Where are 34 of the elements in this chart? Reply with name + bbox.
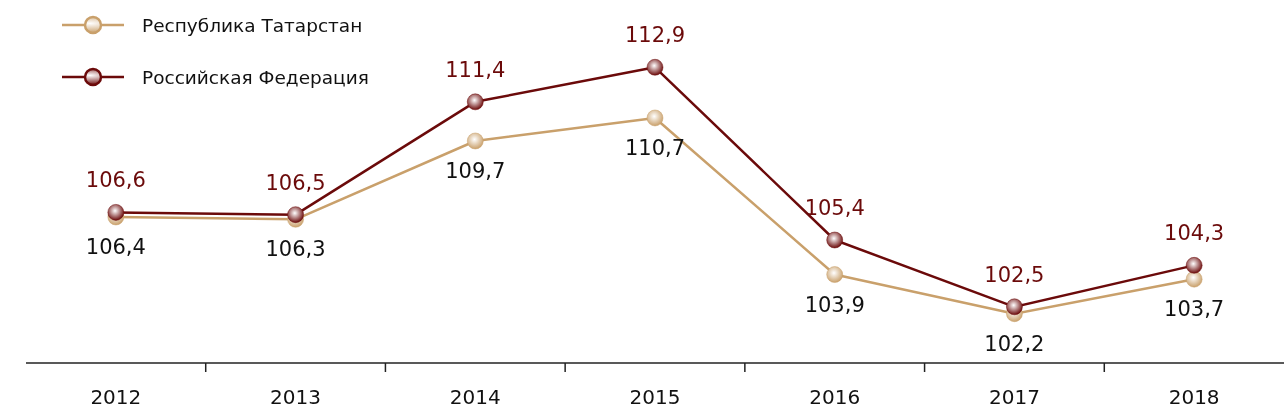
x-tick-label: 2012 xyxy=(90,384,142,409)
point xyxy=(1006,298,1023,316)
legend-label: Республика Татарстан xyxy=(142,14,363,36)
data-label: 102,5 xyxy=(984,262,1045,287)
point xyxy=(646,59,664,76)
point xyxy=(826,266,843,283)
data-label: 103,9 xyxy=(804,292,865,317)
data-label: 104,3 xyxy=(1164,221,1225,246)
point xyxy=(646,109,664,127)
data-label: 109,7 xyxy=(445,158,506,183)
x-tick-label: 2015 xyxy=(629,384,681,409)
data-label: 106,5 xyxy=(265,170,326,195)
data-label: 102,2 xyxy=(984,331,1045,356)
point xyxy=(467,93,484,111)
x-tick-label: 2017 xyxy=(988,384,1040,409)
point xyxy=(107,204,125,221)
data-label: 106,6 xyxy=(85,168,146,193)
point xyxy=(287,206,304,223)
data-label: 106,3 xyxy=(265,237,326,262)
point xyxy=(1185,270,1203,288)
data-label: 103,7 xyxy=(1164,297,1225,322)
x-tick-label: 2014 xyxy=(449,384,501,409)
data-label: 110,7 xyxy=(624,135,686,160)
data-label: 111,4 xyxy=(445,57,506,82)
point xyxy=(1185,257,1203,274)
legend-label: Российская Федерация xyxy=(142,66,369,88)
x-tick-label: 2013 xyxy=(270,384,322,409)
data-label: 105,4 xyxy=(804,196,865,221)
data-label: 106,4 xyxy=(85,234,146,259)
point xyxy=(826,231,843,249)
point xyxy=(467,132,484,150)
x-tick-label: 2018 xyxy=(1168,384,1220,409)
data-label: 112,9 xyxy=(624,23,686,48)
x-tick-label: 2016 xyxy=(809,384,861,409)
